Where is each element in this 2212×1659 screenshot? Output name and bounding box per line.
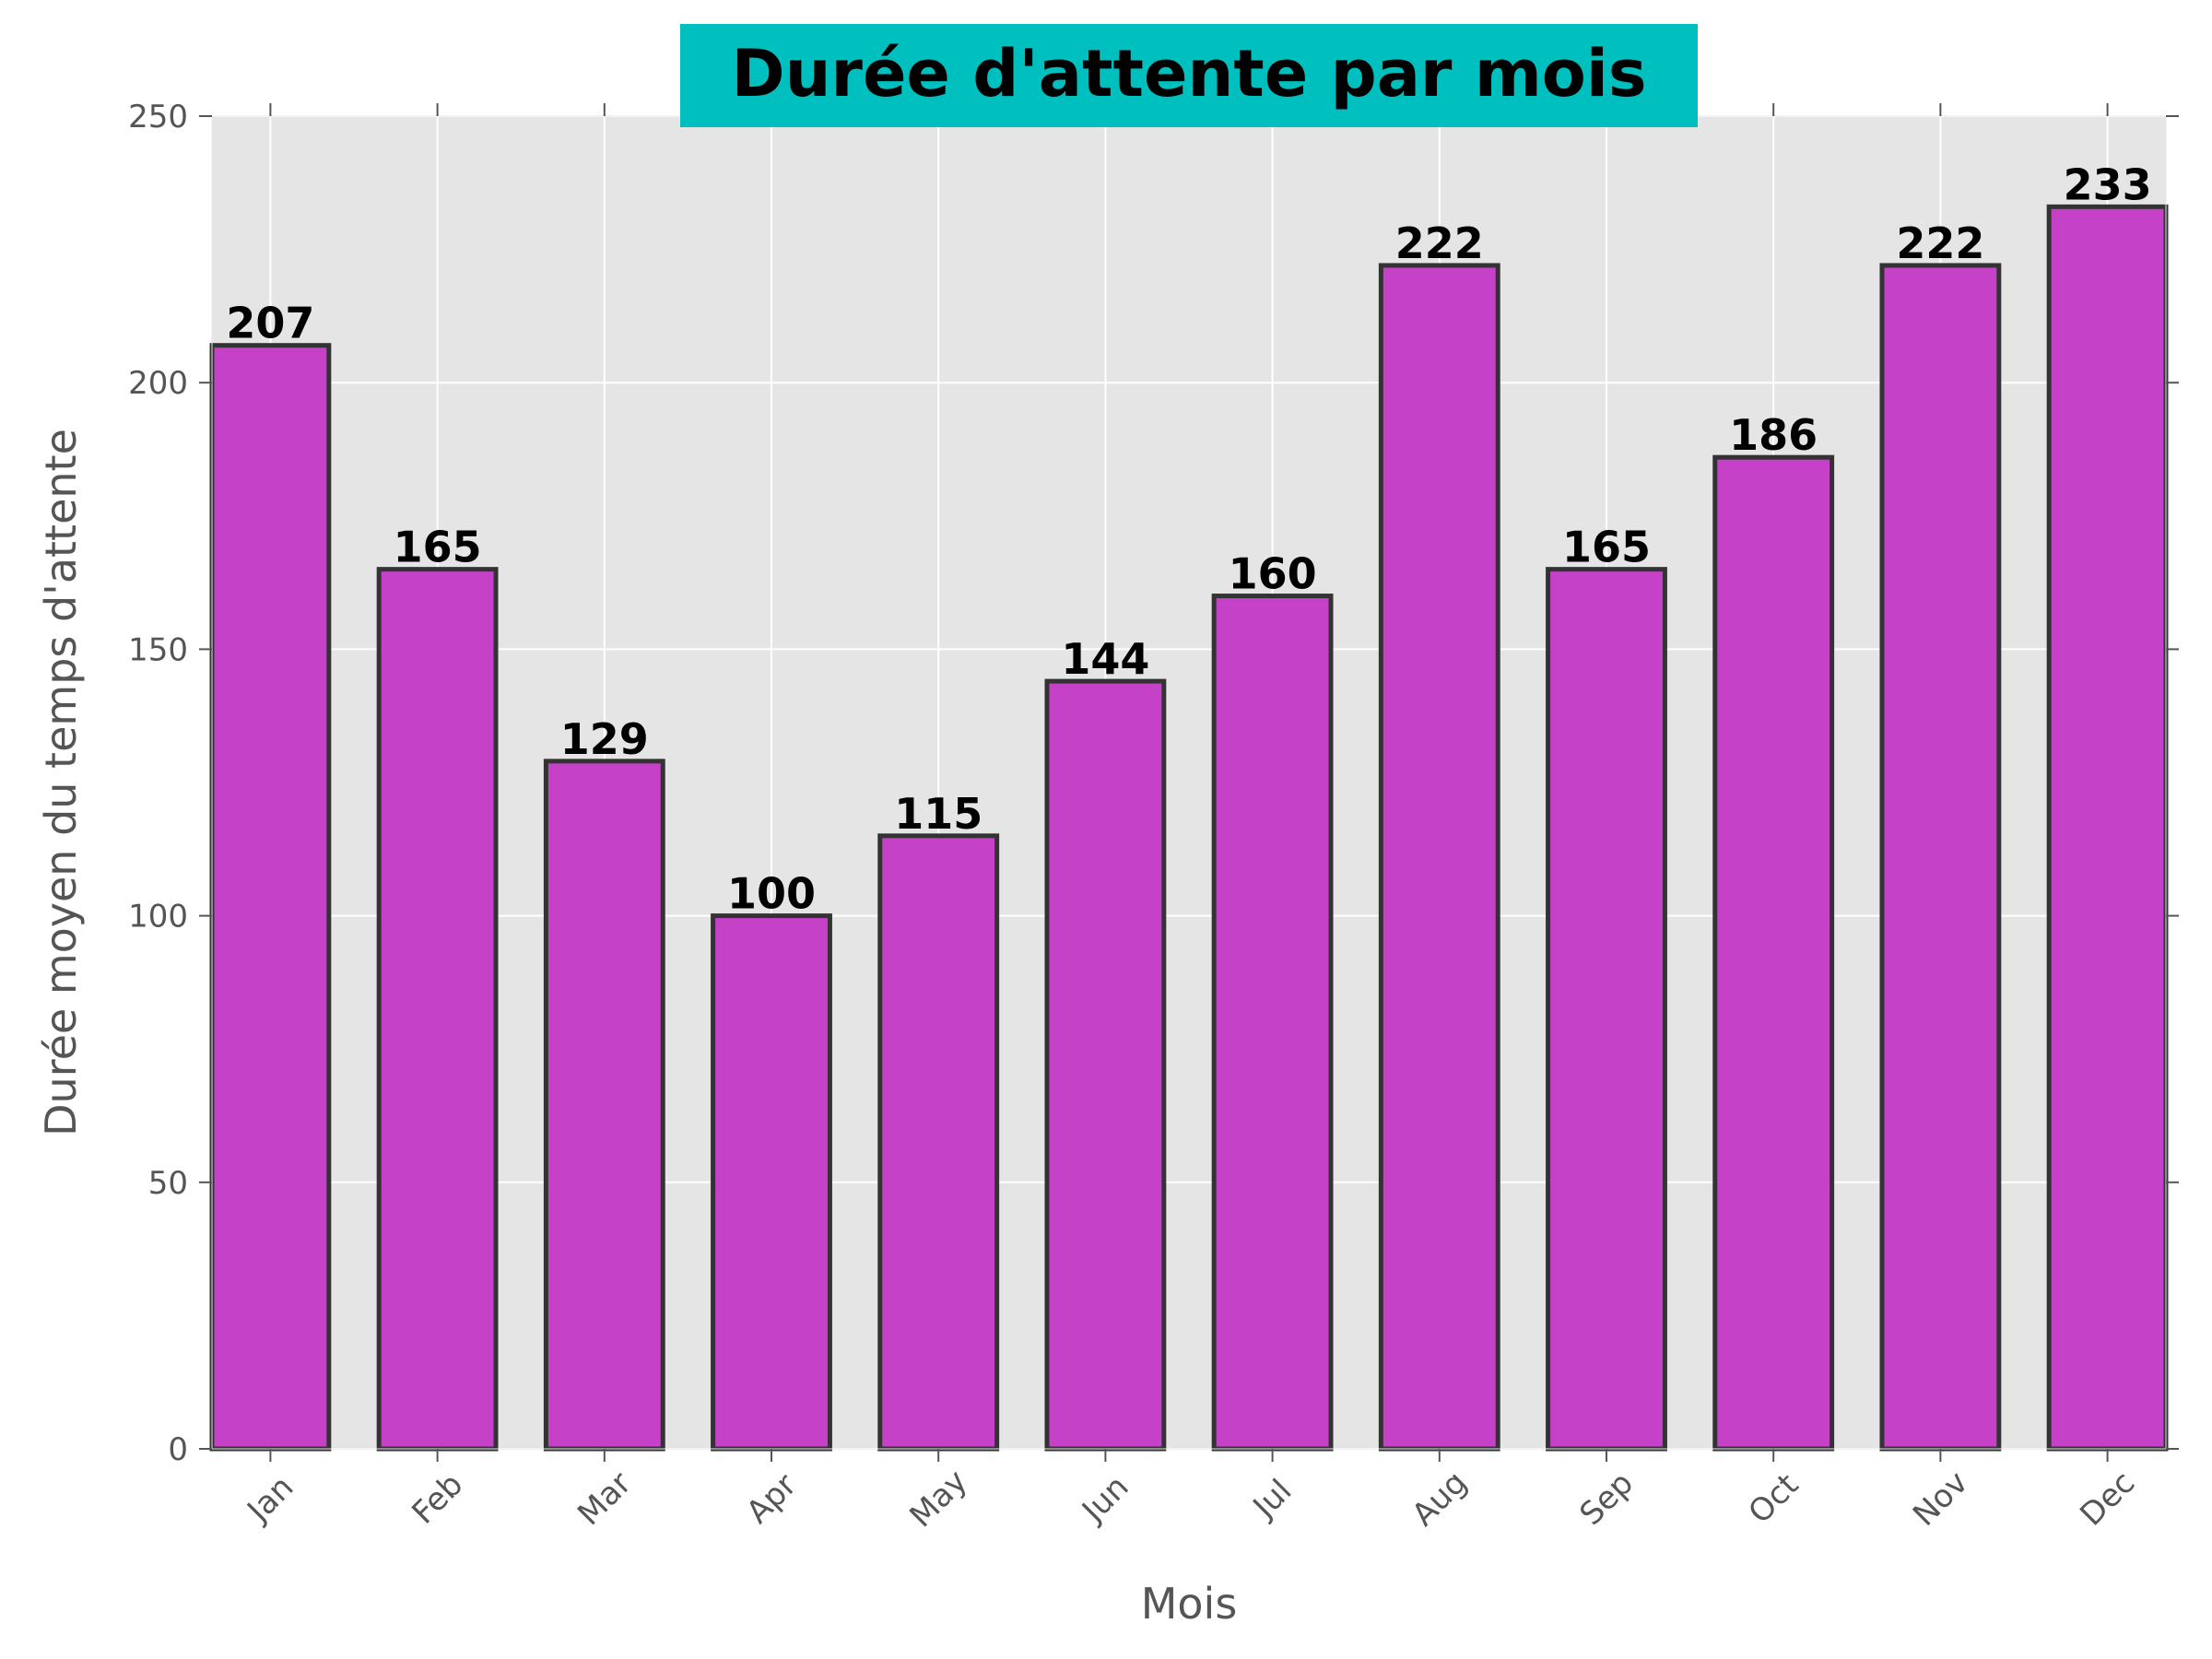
data-label: 165 xyxy=(1562,523,1651,572)
x-tick-label: Oct xyxy=(1741,1466,1806,1531)
x-tick-label: Apr xyxy=(739,1466,804,1531)
y-axis-title: Durée moyen du temps d'attente xyxy=(36,429,86,1136)
data-label: 144 xyxy=(1061,634,1149,684)
bar-jan xyxy=(209,343,332,1452)
data-label: 186 xyxy=(1729,410,1818,460)
x-tick-label: Mar xyxy=(571,1465,639,1533)
bar-aug xyxy=(1378,263,1500,1452)
bars xyxy=(209,204,2169,1452)
chart-title-background xyxy=(680,24,1698,127)
y-axis: 0 50 100 150 200 250 xyxy=(128,99,2179,1468)
data-label: 207 xyxy=(226,299,314,348)
y-tick-label: 200 xyxy=(128,365,188,402)
x-tick-label: Jul xyxy=(1245,1473,1300,1527)
bar-mar xyxy=(543,759,665,1452)
chart-title-box: Durée d'attente par mois xyxy=(680,24,1698,127)
bar-dec xyxy=(2046,204,2169,1452)
data-labels: 207 165 129 100 115 144 160 222 165 186 222 233 xyxy=(226,159,2151,918)
data-label: 233 xyxy=(2064,159,2152,209)
data-label: 222 xyxy=(1395,218,1484,268)
bar-jul xyxy=(1211,594,1334,1452)
x-tick-label: Sep xyxy=(1572,1465,1641,1533)
y-tick-label: 100 xyxy=(128,899,188,935)
x-tick-label: Feb xyxy=(405,1466,470,1532)
bar-jun xyxy=(1044,678,1167,1452)
x-tick-label: Dec xyxy=(2073,1465,2142,1534)
x-tick-label: Jun xyxy=(1074,1468,1135,1530)
plot-background xyxy=(212,116,2166,1449)
bar-apr xyxy=(711,913,832,1452)
data-label: 165 xyxy=(394,523,482,572)
data-label: 129 xyxy=(560,714,649,764)
x-tick-label: Jan xyxy=(240,1469,301,1531)
y-tick-label: 250 xyxy=(128,99,188,135)
data-label: 160 xyxy=(1229,549,1317,599)
bar-oct xyxy=(1712,454,1835,1452)
y-tick-label: 150 xyxy=(128,631,188,668)
x-axis-title: Mois xyxy=(1141,1579,1238,1629)
x-tick-label: May xyxy=(902,1463,974,1535)
chart-title: Durée d'attente par mois xyxy=(731,36,1646,112)
data-label: 100 xyxy=(727,869,816,919)
x-tick-label: Nov xyxy=(1906,1465,1975,1534)
y-tick-label: 0 xyxy=(168,1431,188,1468)
y-tick-label: 50 xyxy=(148,1165,188,1202)
bar-feb xyxy=(376,567,499,1452)
bar-nov xyxy=(1879,263,2002,1452)
data-label: 222 xyxy=(1896,218,1984,268)
x-tick-label: Aug xyxy=(1405,1465,1474,1534)
data-label: 115 xyxy=(894,789,982,839)
bar-sep xyxy=(1546,567,1667,1452)
bar-may xyxy=(877,833,1000,1452)
